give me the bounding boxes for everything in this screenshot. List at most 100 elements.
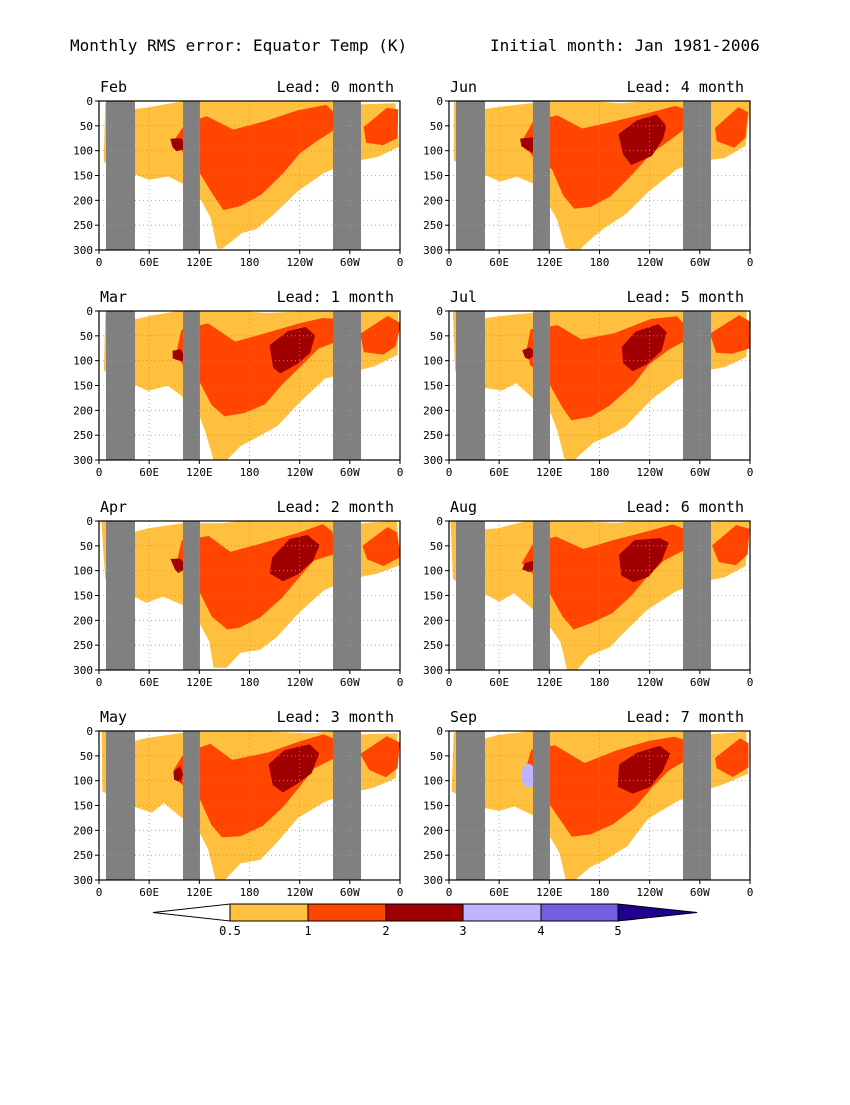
x-tick-label: 120W (636, 886, 663, 899)
x-tick-label: 60W (340, 886, 360, 899)
y-tick-label: 0 (436, 305, 443, 318)
panel-aug: 0 60E 120E 180 120W 60W 0 0 50 100 150 200 250 300 Aug… (423, 498, 753, 689)
panel-month: May (100, 708, 127, 726)
x-tick-label: 180 (240, 256, 260, 269)
land-mask (106, 731, 135, 880)
y-tick-label: 150 (73, 800, 93, 813)
x-tick-label: 0 (446, 466, 453, 479)
panel-month: Feb (100, 78, 127, 96)
colorbar-level-label: 0.5 (219, 924, 241, 938)
x-tick-label: 0 (446, 256, 453, 269)
x-tick-label: 120E (536, 886, 563, 899)
panel-lead: Lead: 3 month (277, 708, 394, 726)
x-tick-label: 180 (590, 886, 610, 899)
y-tick-label: 250 (423, 849, 443, 862)
x-tick-label: 180 (240, 886, 260, 899)
contour-layer (101, 731, 400, 880)
y-tick-label: 250 (423, 639, 443, 652)
y-tick-label: 100 (423, 355, 443, 368)
y-tick-label: 50 (80, 750, 93, 763)
y-tick-label: 150 (423, 800, 443, 813)
panel-jul: 0 60E 120E 180 120W 60W 0 0 50 100 150 200 250 300 Jul… (423, 288, 753, 479)
land-mask (456, 101, 485, 250)
x-tick-label: 120W (286, 676, 313, 689)
x-tick-label: 60E (139, 466, 159, 479)
contour-3-2 (269, 327, 316, 374)
y-tick-label: 250 (73, 849, 93, 862)
figure-title: Monthly RMS error: Equator Temp (K) (70, 36, 407, 55)
contour-4-3 (521, 763, 536, 788)
x-tick-label: 60E (139, 676, 159, 689)
x-tick-label: 0 (747, 676, 754, 689)
y-tick-label: 150 (73, 590, 93, 603)
y-tick-label: 100 (73, 775, 93, 788)
x-tick-label: 60W (340, 256, 360, 269)
y-tick-label: 0 (86, 95, 93, 108)
y-tick-label: 50 (430, 330, 443, 343)
x-tick-label: 60E (139, 886, 159, 899)
colorbar-level-label: 3 (459, 924, 466, 938)
x-tick-label: 0 (397, 886, 404, 899)
y-tick-label: 300 (73, 874, 93, 887)
contour-3-2 (268, 744, 320, 793)
contour-3-2 (269, 535, 320, 582)
contour-3-2 (617, 745, 671, 794)
y-tick-label: 200 (423, 404, 443, 417)
x-tick-label: 0 (96, 256, 103, 269)
panel-sep: 0 60E 120E 180 120W 60W 0 0 50 100 150 200 250 300 Sep… (423, 708, 753, 899)
x-tick-label: 120W (636, 256, 663, 269)
y-tick-label: 200 (73, 614, 93, 627)
panel-lead: Lead: 4 month (627, 78, 744, 96)
y-tick-label: 250 (73, 429, 93, 442)
y-tick-label: 100 (73, 565, 93, 578)
panel-month: Jun (450, 78, 477, 96)
colorbar: 0.5 1 2 3 4 5 (152, 903, 698, 938)
panel-lead: Lead: 0 month (277, 78, 394, 96)
x-tick-label: 0 (96, 466, 103, 479)
y-tick-label: 200 (423, 614, 443, 627)
y-tick-label: 300 (423, 244, 443, 257)
land-mask (456, 311, 485, 460)
panel-lead: Lead: 1 month (277, 288, 394, 306)
land-mask (106, 311, 135, 460)
land-mask (456, 521, 485, 670)
colorbar-left-arrow (152, 903, 231, 922)
contour-layer (450, 521, 750, 670)
y-tick-label: 200 (423, 824, 443, 837)
colorbar-segment (229, 903, 309, 922)
contour-3-2 (173, 766, 184, 783)
y-tick-label: 0 (436, 95, 443, 108)
panel-apr: 0 60E 120E 180 120W 60W 0 0 50 100 150 200 250 300 Apr… (73, 498, 403, 689)
y-tick-label: 300 (423, 454, 443, 467)
x-tick-label: 180 (590, 466, 610, 479)
x-tick-label: 60W (340, 676, 360, 689)
x-tick-label: 180 (240, 676, 260, 689)
x-tick-label: 120E (536, 256, 563, 269)
x-tick-label: 0 (446, 886, 453, 899)
land-mask (456, 731, 485, 880)
x-tick-label: 120W (286, 256, 313, 269)
y-tick-label: 50 (430, 750, 443, 763)
y-tick-label: 50 (80, 540, 93, 553)
y-tick-label: 50 (430, 540, 443, 553)
x-tick-label: 120E (186, 256, 213, 269)
y-tick-label: 100 (73, 355, 93, 368)
contour-3-2 (522, 560, 537, 573)
x-tick-label: 60W (690, 466, 710, 479)
x-tick-label: 0 (96, 676, 103, 689)
x-tick-label: 180 (590, 676, 610, 689)
x-tick-label: 120W (636, 676, 663, 689)
y-tick-label: 300 (73, 244, 93, 257)
y-tick-label: 200 (423, 194, 443, 207)
contour-2-1 (712, 525, 750, 566)
contour-2-1 (715, 738, 749, 777)
x-tick-label: 60W (690, 256, 710, 269)
contour-layer (101, 521, 400, 670)
y-tick-label: 250 (73, 639, 93, 652)
x-tick-label: 60E (489, 466, 509, 479)
x-tick-label: 120W (286, 886, 313, 899)
y-tick-label: 300 (73, 664, 93, 677)
x-tick-label: 120E (186, 886, 213, 899)
contour-2-1 (174, 104, 335, 211)
